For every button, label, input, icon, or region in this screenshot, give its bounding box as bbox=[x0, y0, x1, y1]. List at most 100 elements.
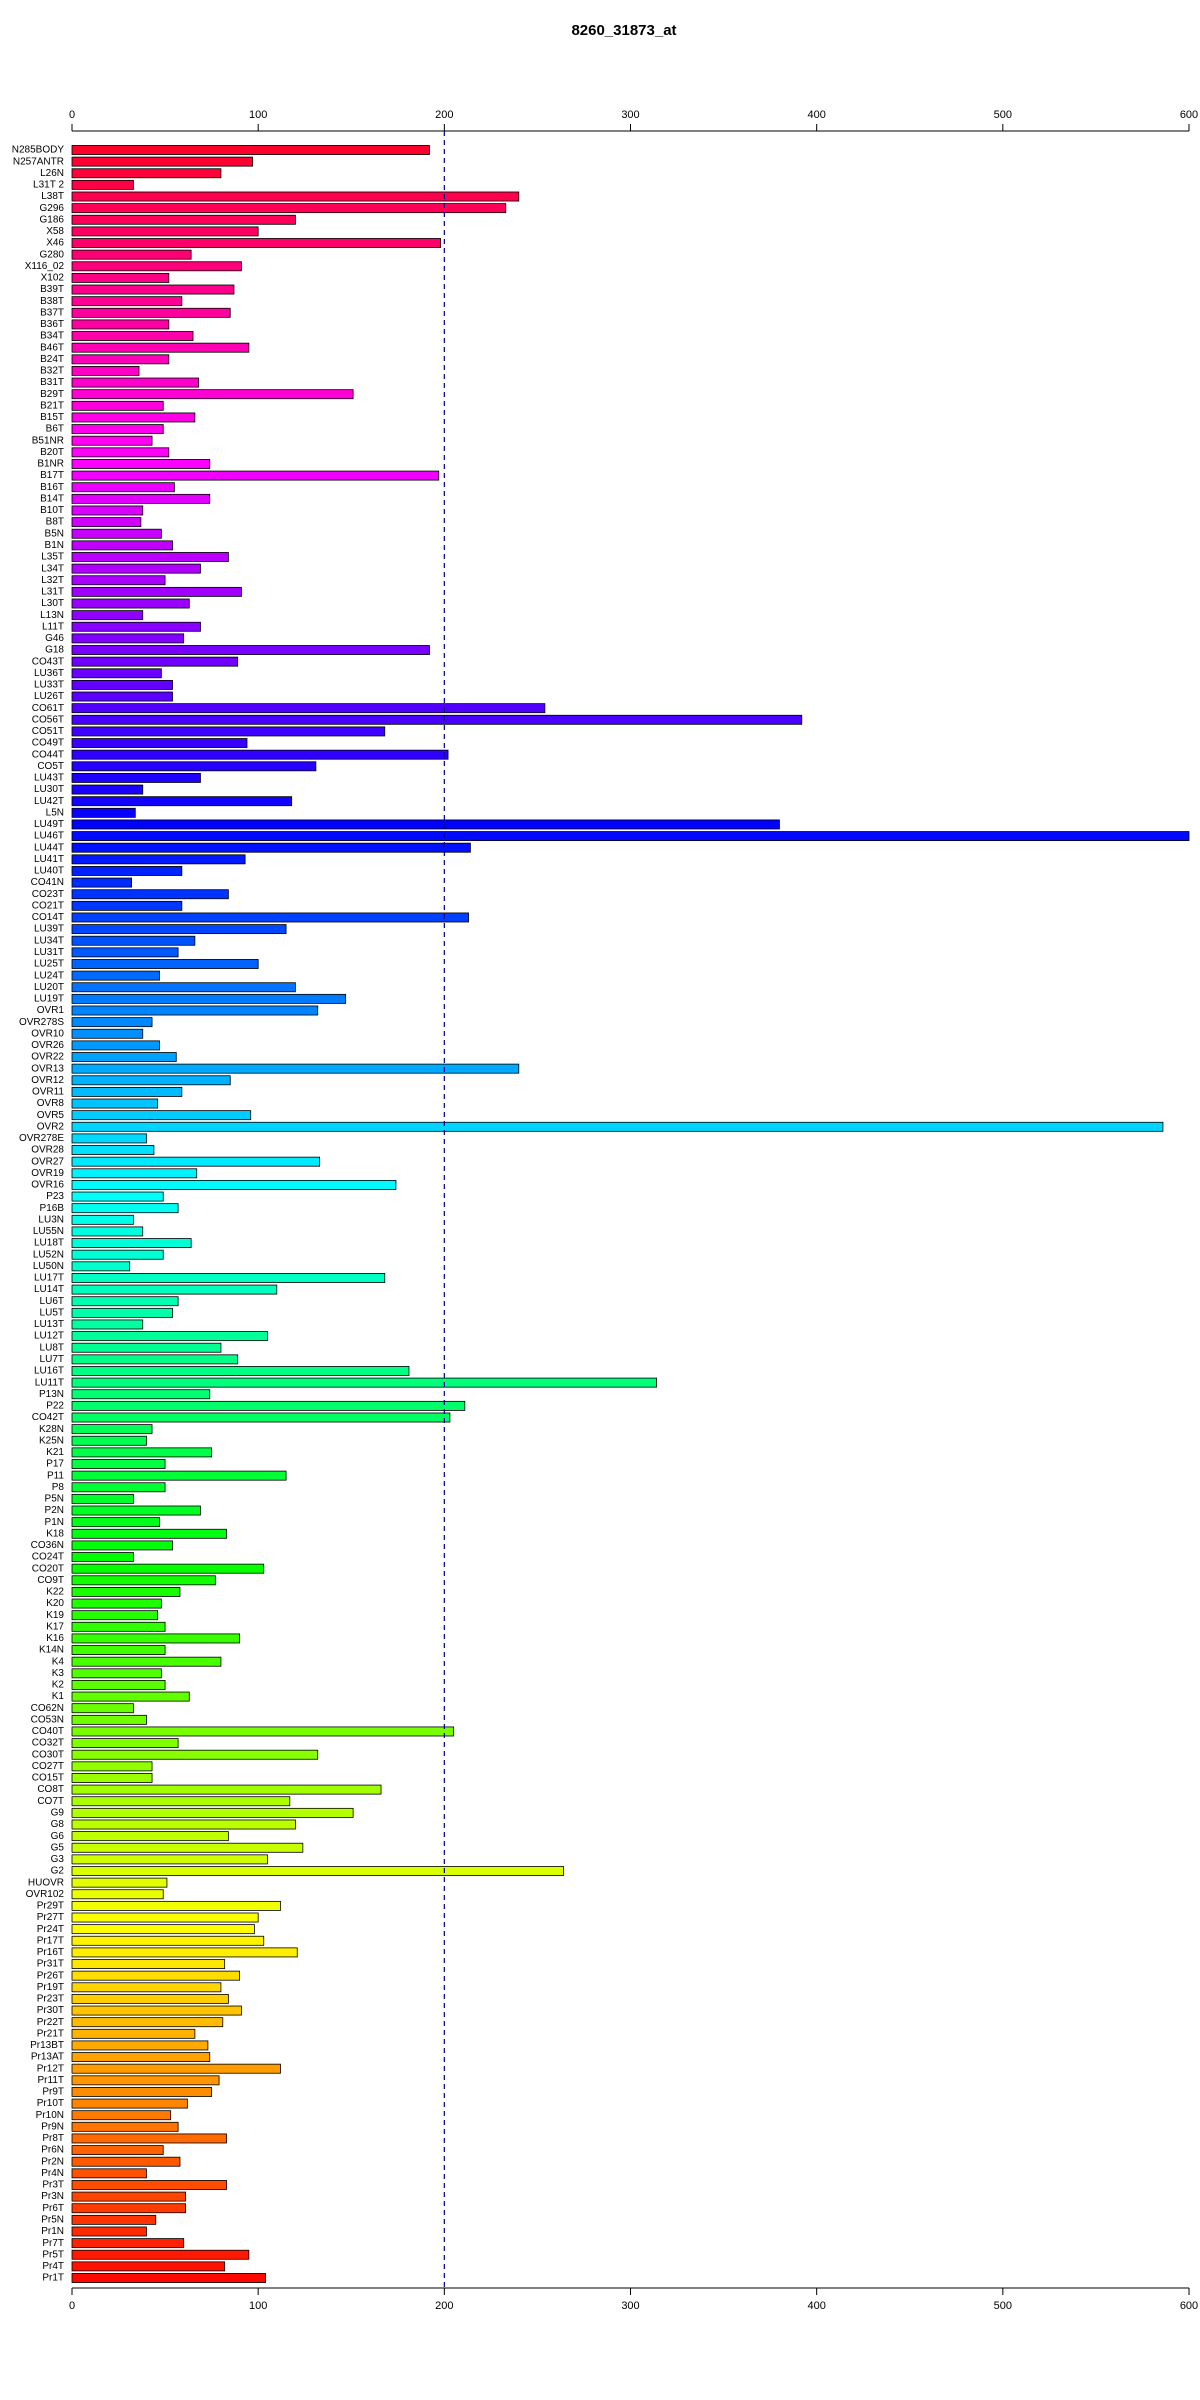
y-tick-label: Pr29T bbox=[37, 1901, 64, 1912]
y-tick-label: G6 bbox=[51, 1831, 65, 1842]
y-tick-label: LU42T bbox=[34, 796, 64, 807]
bar bbox=[71, 645, 430, 655]
bar bbox=[71, 226, 259, 237]
y-tick-label: Pr8T bbox=[42, 2133, 64, 2144]
y-tick-label: OVR278E bbox=[19, 1133, 64, 1144]
bar bbox=[71, 656, 239, 667]
y-tick-label: CO62N bbox=[31, 1703, 64, 1714]
bar bbox=[71, 1377, 657, 1388]
bar bbox=[71, 1482, 166, 1493]
bar bbox=[71, 586, 242, 597]
bar bbox=[71, 2261, 226, 2272]
bar bbox=[71, 761, 317, 772]
bar bbox=[71, 866, 183, 876]
y-tick-label: G3 bbox=[51, 1854, 65, 1865]
bar bbox=[71, 2052, 211, 2062]
y-tick-label: Pr9N bbox=[41, 2121, 64, 2132]
bar bbox=[71, 2075, 220, 2086]
bar bbox=[71, 249, 192, 260]
bar bbox=[71, 1447, 213, 1458]
y-tick-label: Pr3T bbox=[42, 2180, 64, 2191]
bar bbox=[71, 854, 246, 865]
y-tick-label: CO51T bbox=[32, 726, 64, 737]
bar bbox=[71, 889, 229, 900]
bar bbox=[71, 505, 144, 516]
bar bbox=[71, 1714, 147, 1725]
bar bbox=[71, 412, 196, 423]
y-tick-label: CO5T bbox=[37, 761, 64, 772]
bar bbox=[71, 1575, 216, 1586]
bar bbox=[71, 772, 201, 783]
y-tick-label: CO23T bbox=[32, 889, 64, 900]
y-tick-label: B38T bbox=[40, 296, 64, 307]
y-tick-label: B16T bbox=[40, 482, 64, 493]
bar bbox=[71, 1528, 227, 1539]
y-tick-label: L31T bbox=[41, 587, 64, 598]
bar bbox=[71, 1517, 160, 1528]
y-tick-label: P5N bbox=[45, 1494, 64, 1505]
bar bbox=[71, 1877, 168, 1888]
bar bbox=[71, 807, 136, 818]
x-tick-label: 300 bbox=[621, 109, 639, 121]
y-tick-label: LU13T bbox=[34, 1319, 64, 1330]
bar bbox=[71, 342, 250, 353]
bar bbox=[71, 459, 211, 469]
bar bbox=[71, 447, 170, 458]
y-tick-label: K4 bbox=[52, 1656, 65, 1667]
y-tick-label: OVR26 bbox=[31, 1040, 64, 1051]
bar bbox=[71, 1819, 296, 1830]
bar bbox=[71, 1214, 134, 1225]
bar bbox=[71, 738, 248, 748]
bar bbox=[71, 621, 201, 632]
y-tick-label: Pr21T bbox=[37, 2028, 64, 2039]
x-tick-label: 200 bbox=[435, 2300, 453, 2312]
bar bbox=[71, 598, 190, 609]
bar bbox=[71, 831, 1190, 842]
y-tick-label: LU8T bbox=[40, 1342, 64, 1353]
bar bbox=[71, 691, 173, 702]
bar bbox=[71, 1331, 268, 1342]
bar bbox=[71, 1366, 410, 1376]
bar bbox=[71, 2145, 164, 2156]
bar bbox=[71, 1063, 520, 1074]
y-tick-label: L26N bbox=[40, 168, 64, 179]
y-tick-label: OVR1 bbox=[37, 1005, 65, 1016]
y-tick-label: B32T bbox=[40, 366, 64, 377]
bar bbox=[71, 1842, 304, 1853]
y-tick-label: OVR16 bbox=[31, 1180, 64, 1191]
y-tick-label: B36T bbox=[40, 319, 64, 330]
bar bbox=[71, 2214, 157, 2225]
bar bbox=[71, 179, 134, 190]
x-tick-label: 100 bbox=[249, 2300, 267, 2312]
bar bbox=[71, 1656, 222, 1667]
y-tick-label: LU39T bbox=[34, 924, 64, 935]
x-tick-label: 400 bbox=[807, 109, 825, 121]
y-tick-label: OVR27 bbox=[31, 1156, 64, 1167]
y-tick-label: OVR8 bbox=[37, 1098, 65, 1109]
x-tick-label: 500 bbox=[994, 2300, 1012, 2312]
bar bbox=[71, 1191, 164, 1202]
x-tick-label: 600 bbox=[1180, 109, 1198, 121]
bar bbox=[71, 493, 211, 504]
bar bbox=[71, 2180, 227, 2190]
y-tick-label: Pr1T bbox=[42, 2273, 64, 2284]
bar bbox=[71, 2121, 179, 2132]
y-tick-label: CO40T bbox=[32, 1726, 64, 1737]
y-tick-label: CO56T bbox=[32, 714, 64, 725]
bar bbox=[71, 1133, 147, 1144]
bar bbox=[71, 1238, 192, 1249]
bar bbox=[71, 1424, 153, 1435]
bar bbox=[71, 1935, 265, 1946]
y-tick-label: K20 bbox=[46, 1598, 64, 1609]
bar bbox=[71, 1947, 298, 1958]
y-tick-label: Pr11T bbox=[38, 2075, 65, 2086]
y-tick-label: Pr31T bbox=[37, 1959, 64, 1970]
y-tick-label: LU17T bbox=[34, 1273, 64, 1284]
bar bbox=[71, 400, 164, 411]
y-tick-label: B37T bbox=[40, 307, 64, 318]
y-tick-label: Pr6N bbox=[41, 2145, 64, 2156]
y-tick-label: Pr4T bbox=[42, 2261, 64, 2272]
y-tick-label: CO36N bbox=[31, 1540, 64, 1551]
y-tick-label: P2N bbox=[45, 1505, 64, 1516]
